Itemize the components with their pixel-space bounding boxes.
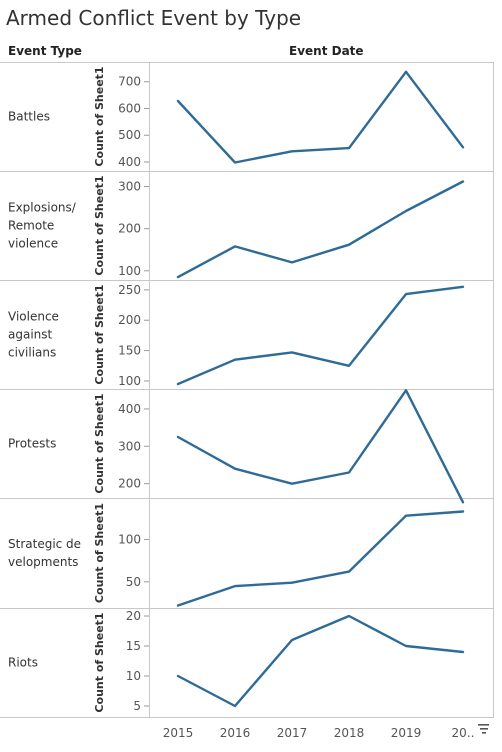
- row-label-5-0: Riots: [8, 656, 38, 670]
- y-tick-label-5-2: 15: [126, 639, 141, 653]
- x-tick-label-3: 2018: [334, 726, 365, 740]
- series-line-2: [178, 287, 463, 384]
- y-tick-label-5-3: 20: [126, 609, 141, 623]
- series-line-3: [178, 390, 463, 502]
- y-tick-label-2-1: 150: [118, 344, 141, 358]
- row-label-0-0: Battles: [8, 110, 50, 124]
- y-tick-label-0-3: 700: [118, 75, 141, 89]
- y-axis-title-3: Count of Sheet1: [93, 393, 106, 493]
- row-label-1-1: Remote: [8, 219, 54, 233]
- y-tick-label-0-0: 400: [118, 155, 141, 169]
- x-tick-label-1: 2016: [220, 726, 251, 740]
- series-line-1: [178, 182, 463, 278]
- x-tick-label-4: 2019: [391, 726, 422, 740]
- y-tick-label-2-3: 250: [118, 283, 141, 297]
- y-tick-label-4-0: 50: [126, 575, 141, 589]
- series-line-5: [178, 616, 463, 706]
- series-line-0: [178, 72, 463, 163]
- row-label-4-1: velopments: [8, 555, 78, 569]
- row-label-4-0: Strategic de: [8, 537, 81, 551]
- y-tick-label-2-2: 200: [118, 313, 141, 327]
- y-axis-title-2: Count of Sheet1: [93, 284, 106, 384]
- row-label-2-0: Violence: [8, 310, 59, 324]
- row-label-2-2: civilians: [8, 346, 56, 360]
- y-tick-label-5-0: 5: [133, 699, 141, 713]
- series-line-4: [178, 512, 463, 606]
- y-tick-label-1-0: 100: [118, 264, 141, 278]
- row-label-1-0: Explosions/: [8, 201, 77, 215]
- y-tick-label-0-1: 500: [118, 128, 141, 142]
- row-label-3-0: Protests: [8, 437, 56, 451]
- y-axis-title-5: Count of Sheet1: [93, 612, 106, 712]
- x-tick-label-0: 2015: [163, 726, 194, 740]
- y-axis-title-1: Count of Sheet1: [93, 175, 106, 275]
- y-tick-label-2-0: 100: [118, 374, 141, 388]
- y-axis-title-4: Count of Sheet1: [93, 503, 106, 603]
- y-tick-label-5-1: 10: [126, 669, 141, 683]
- sort-filter-icon[interactable]: [478, 723, 490, 735]
- row-label-2-1: against: [8, 328, 53, 342]
- y-tick-label-4-1: 100: [118, 532, 141, 546]
- y-axis-title-0: Count of Sheet1: [93, 66, 106, 166]
- x-tick-label-2: 2017: [277, 726, 308, 740]
- y-tick-label-0-2: 600: [118, 101, 141, 115]
- row-label-1-2: violence: [8, 237, 58, 251]
- y-tick-label-1-1: 200: [118, 222, 141, 236]
- x-tick-label-5: 20..: [452, 726, 475, 740]
- y-tick-label-3-1: 300: [118, 439, 141, 453]
- y-tick-label-1-2: 300: [118, 180, 141, 194]
- y-tick-label-3-2: 400: [118, 402, 141, 416]
- y-tick-label-3-0: 200: [118, 477, 141, 491]
